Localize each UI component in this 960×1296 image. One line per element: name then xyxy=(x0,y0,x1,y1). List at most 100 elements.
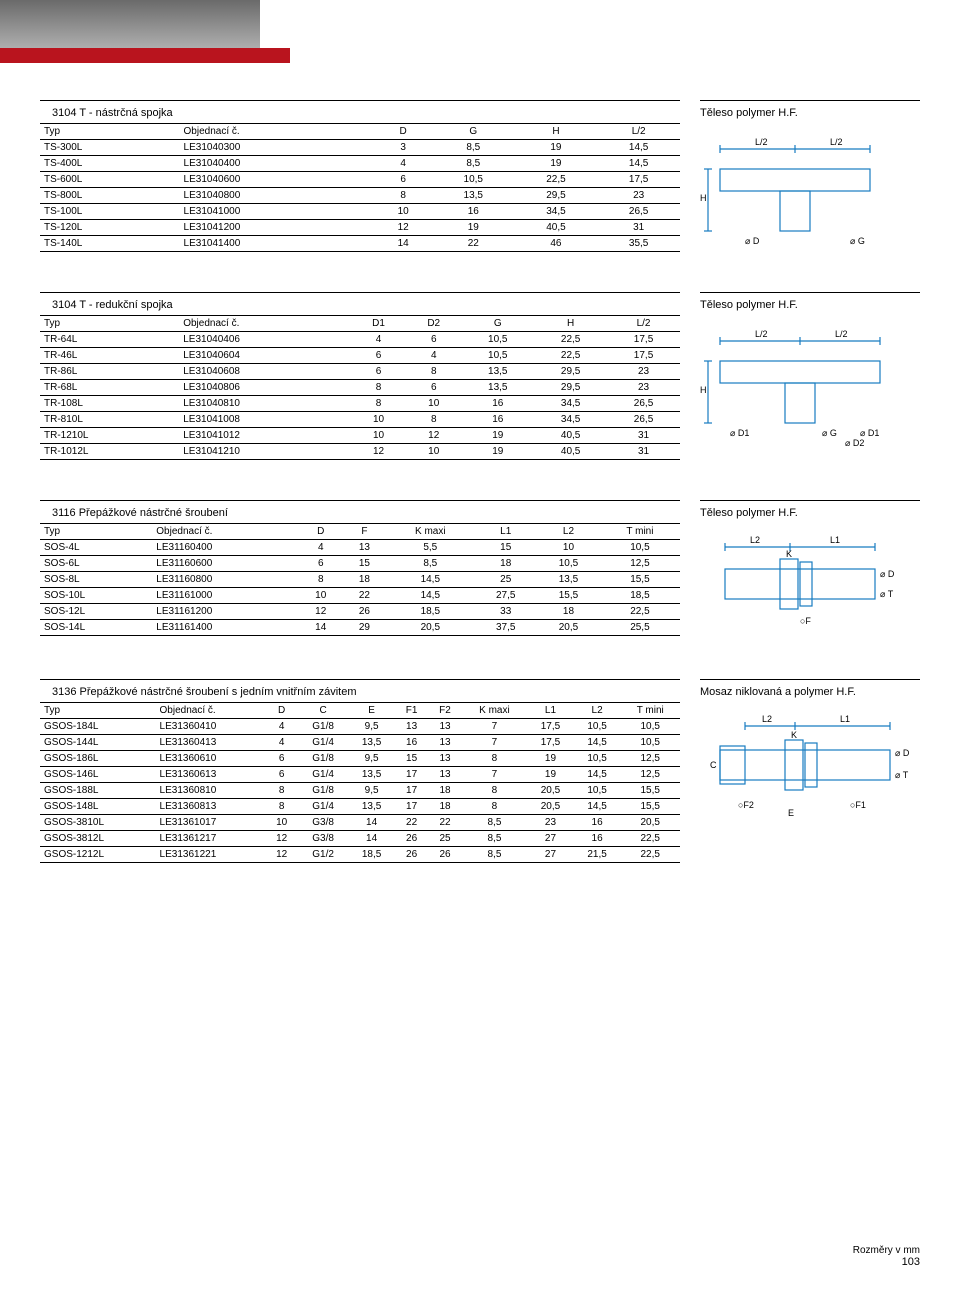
section-title: 3104 T - redukční spojka xyxy=(40,292,680,311)
table-cell: SOS-4L xyxy=(40,540,152,556)
dimension-note: Rozměry v mm xyxy=(853,1245,920,1256)
table-cell: 6 xyxy=(374,172,432,188)
svg-text:⌀ D: ⌀ D xyxy=(895,748,910,758)
section-title: 3136 Přepážkové nástrčné šroubení s jedn… xyxy=(40,679,680,698)
table-header: L1 xyxy=(527,703,574,719)
table-cell: 4 xyxy=(374,156,432,172)
table-cell: 18,5 xyxy=(600,588,680,604)
table-cell: 8 xyxy=(406,412,461,428)
table-cell: 14 xyxy=(348,831,395,847)
table-cell: 17,5 xyxy=(607,332,680,348)
table-cell: 22 xyxy=(432,236,515,252)
table-cell: 5,5 xyxy=(386,540,474,556)
table-cell: 20,5 xyxy=(620,815,680,831)
table-cell: TR-68L xyxy=(40,380,179,396)
table-row: GSOS-186LLE313606106G1/89,5151381910,512… xyxy=(40,751,680,767)
header-gray-block xyxy=(0,0,260,48)
table-cell: GSOS-146L xyxy=(40,767,156,783)
diagram-bulkhead: L2 L1 K ⌀ D ⌀ T ○F xyxy=(700,529,900,639)
table-row: TR-86LLE310406086813,529,523 xyxy=(40,364,680,380)
table-cell: 6 xyxy=(406,332,461,348)
table-cell: 18,5 xyxy=(386,604,474,620)
table-cell: 6 xyxy=(406,380,461,396)
table-cell: 22 xyxy=(343,588,387,604)
table-cell: 34,5 xyxy=(515,204,598,220)
table-cell: 40,5 xyxy=(515,220,598,236)
table-cell: 13 xyxy=(428,735,461,751)
svg-text:⌀ D2: ⌀ D2 xyxy=(845,438,864,446)
table-cell: 10 xyxy=(351,412,406,428)
table-cell: GSOS-188L xyxy=(40,783,156,799)
table-cell: 23 xyxy=(527,815,574,831)
table-cell: 15 xyxy=(395,751,428,767)
table-row: TR-810LLE310410081081634,526,5 xyxy=(40,412,680,428)
table-cell: 19 xyxy=(432,220,515,236)
table-cell: 8 xyxy=(351,396,406,412)
table-cell: 22,5 xyxy=(600,604,680,620)
svg-text:L/2: L/2 xyxy=(755,137,768,147)
svg-text:⌀ D: ⌀ D xyxy=(745,236,760,246)
table-cell: 8,5 xyxy=(462,831,527,847)
table-cell: G3/8 xyxy=(298,831,348,847)
table-cell: TS-140L xyxy=(40,236,180,252)
table-cell: GSOS-1212L xyxy=(40,847,156,863)
data-table: TypObjednací č.D1D2GHL/2TR-64LLE31040406… xyxy=(40,315,680,460)
table-header: D xyxy=(374,124,432,140)
table-cell: 15,5 xyxy=(537,588,600,604)
table-header: Typ xyxy=(40,703,156,719)
table-cell: 8,5 xyxy=(386,556,474,572)
table-cell: 26,5 xyxy=(607,412,680,428)
table-cell: TS-120L xyxy=(40,220,180,236)
table-cell: 8 xyxy=(406,364,461,380)
table-cell: 46 xyxy=(515,236,598,252)
svg-text:C: C xyxy=(710,760,717,770)
table-cell: LE31161200 xyxy=(152,604,299,620)
table-header: T mini xyxy=(600,524,680,540)
table-header: L/2 xyxy=(597,124,680,140)
table-cell: SOS-8L xyxy=(40,572,152,588)
table-cell: LE31160600 xyxy=(152,556,299,572)
table-cell: 13,5 xyxy=(348,735,395,751)
table-cell: 10 xyxy=(374,204,432,220)
table-row: TS-800LLE31040800813,529,523 xyxy=(40,188,680,204)
table-cell: 17,5 xyxy=(527,719,574,735)
table-cell: 10,5 xyxy=(461,348,534,364)
table-cell: 8 xyxy=(462,799,527,815)
table-cell: 14,5 xyxy=(574,799,621,815)
table-header: D xyxy=(265,703,297,719)
table-cell: LE31361221 xyxy=(156,847,266,863)
table-cell: 19 xyxy=(461,444,534,460)
svg-text:⌀ D: ⌀ D xyxy=(880,569,895,579)
table-cell: GSOS-186L xyxy=(40,751,156,767)
table-cell: 17 xyxy=(395,799,428,815)
svg-text:⌀ G: ⌀ G xyxy=(822,428,837,438)
table-cell: 14,5 xyxy=(386,588,474,604)
table-cell: G1/8 xyxy=(298,783,348,799)
table-cell: 14,5 xyxy=(386,572,474,588)
table-cell: 4 xyxy=(406,348,461,364)
svg-text:⌀ D1: ⌀ D1 xyxy=(860,428,879,438)
table-cell: 18,5 xyxy=(348,847,395,863)
table-cell: 20,5 xyxy=(537,620,600,636)
table-cell: 35,5 xyxy=(597,236,680,252)
table-header: F xyxy=(343,524,387,540)
table-cell: LE31360810 xyxy=(156,783,266,799)
table-cell: 16 xyxy=(461,396,534,412)
table-header: K maxi xyxy=(386,524,474,540)
table-cell: 6 xyxy=(265,751,297,767)
table-row: GSOS-144LLE313604134G1/413,51613717,514,… xyxy=(40,735,680,751)
table-cell: SOS-14L xyxy=(40,620,152,636)
svg-text:L/2: L/2 xyxy=(755,329,768,339)
table-row: SOS-10LLE31161000102214,527,515,518,5 xyxy=(40,588,680,604)
table-cell: LE31361017 xyxy=(156,815,266,831)
table-cell: 14,5 xyxy=(597,140,680,156)
table-cell: LE31041200 xyxy=(180,220,375,236)
table-cell: 19 xyxy=(527,751,574,767)
data-table: TypObjednací č.DFK maxiL1L2T miniSOS-4LL… xyxy=(40,523,680,636)
svg-text:L1: L1 xyxy=(840,714,850,724)
table-cell: 12 xyxy=(351,444,406,460)
table-cell: 8 xyxy=(265,799,297,815)
material-caption: Těleso polymer H.F. xyxy=(700,292,920,311)
table-cell: 10,5 xyxy=(620,719,680,735)
table-header: C xyxy=(298,703,348,719)
